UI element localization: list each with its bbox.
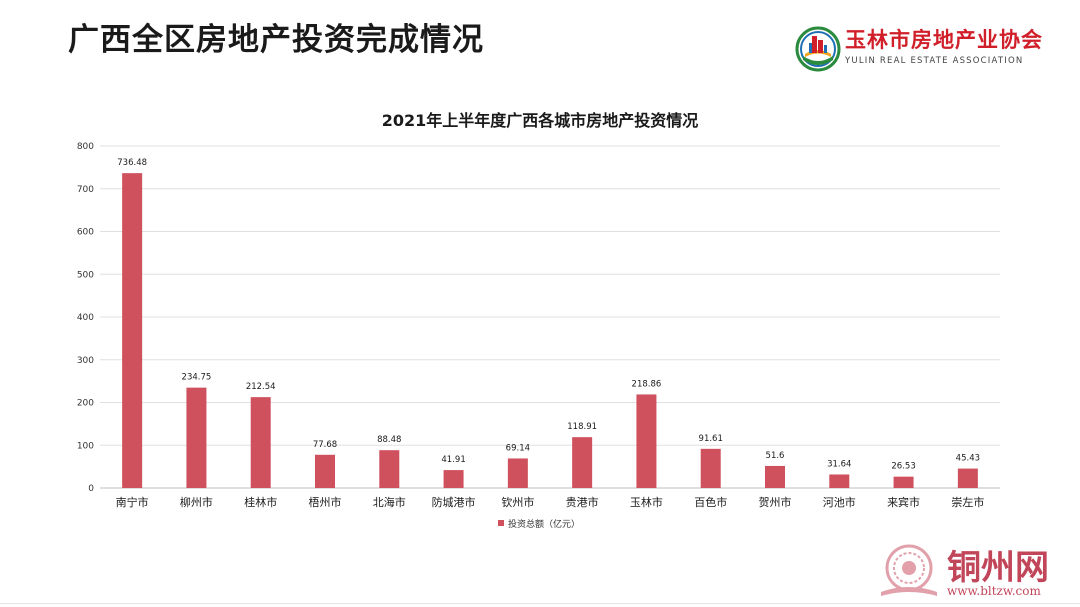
data-label: 118.91 bbox=[567, 422, 597, 432]
bar bbox=[636, 394, 657, 488]
y-tick-label: 0 bbox=[88, 484, 94, 494]
bar bbox=[700, 448, 721, 488]
bar-chart: 2021年上半年度广西各城市房地产投资情况 0 100 200 300 400 500 60… bbox=[77, 111, 1000, 530]
logo-name-en: YULIN REAL ESTATE ASSOCIATION bbox=[845, 56, 1024, 66]
bar bbox=[957, 468, 978, 488]
bar bbox=[765, 465, 785, 488]
x-tick-label: 柳州市 bbox=[180, 495, 213, 509]
legend-swatch bbox=[498, 520, 504, 526]
y-tick-label: 800 bbox=[77, 142, 94, 152]
data-label: 31.64 bbox=[827, 459, 851, 469]
association-logo: 玉林市房地产业协会 YULIN REAL ESTATE ASSOCIATION bbox=[795, 24, 1042, 76]
x-tick-label: 崇左市 bbox=[951, 495, 984, 509]
watermark-name: 铜州网 bbox=[947, 548, 1049, 588]
bar bbox=[443, 470, 464, 488]
bar bbox=[250, 397, 271, 488]
logo-name-cn: 玉林市房地产业协会 bbox=[845, 27, 1043, 52]
y-tick-label: 600 bbox=[77, 228, 94, 238]
footer-divider bbox=[0, 603, 1080, 604]
legend-label: 投资总额（亿元） bbox=[508, 518, 580, 530]
watermark-seal-icon bbox=[881, 544, 937, 596]
y-axis-ticks: 0 100 200 300 400 500 600 700 800 bbox=[77, 142, 94, 494]
data-label: 69.14 bbox=[506, 443, 530, 453]
x-tick-label: 来宾市 bbox=[887, 495, 920, 509]
logo-emblem-icon bbox=[795, 26, 841, 72]
watermark: 铜州网 www.bltzw.com bbox=[875, 540, 1075, 602]
data-label: 88.48 bbox=[377, 435, 401, 445]
x-tick-label: 百色市 bbox=[694, 495, 727, 509]
bars bbox=[122, 173, 978, 489]
x-tick-label: 贵港市 bbox=[566, 495, 599, 509]
legend: 投资总额（亿元） bbox=[498, 518, 580, 530]
y-tick-label: 200 bbox=[77, 399, 94, 409]
data-label: 234.75 bbox=[182, 373, 212, 383]
bar bbox=[379, 450, 400, 488]
bar bbox=[572, 437, 593, 488]
watermark-url: www.bltzw.com bbox=[947, 584, 1041, 598]
page-title: 广西全区房地产投资完成情况 bbox=[68, 22, 484, 58]
gridlines bbox=[100, 145, 1000, 489]
x-tick-label: 钦州市 bbox=[501, 495, 534, 509]
data-label: 26.53 bbox=[891, 462, 915, 472]
data-labels: 736.48 234.75 212.54 77.68 88.48 41.91 69.14 11… bbox=[117, 158, 980, 472]
x-tick-label: 贺州市 bbox=[759, 495, 792, 509]
chart-title: 2021年上半年度广西各城市房地产投资情况 bbox=[382, 111, 699, 130]
data-label: 91.61 bbox=[699, 434, 723, 444]
data-label: 41.91 bbox=[441, 455, 465, 465]
x-tick-label: 桂林市 bbox=[244, 495, 277, 509]
x-tick-label: 梧州市 bbox=[309, 495, 342, 509]
x-tick-label: 玉林市 bbox=[630, 495, 663, 509]
y-tick-label: 300 bbox=[77, 356, 94, 366]
y-tick-label: 500 bbox=[77, 270, 94, 280]
bar bbox=[315, 454, 335, 488]
x-tick-label: 北海市 bbox=[373, 495, 406, 509]
bar bbox=[186, 387, 207, 488]
bar bbox=[122, 173, 143, 489]
data-label: 212.54 bbox=[246, 382, 276, 392]
x-tick-label: 南宁市 bbox=[116, 495, 149, 509]
y-tick-label: 100 bbox=[77, 441, 94, 451]
data-label: 51.6 bbox=[766, 451, 785, 461]
data-label: 45.43 bbox=[956, 454, 980, 464]
y-tick-label: 400 bbox=[77, 313, 94, 323]
data-label: 736.48 bbox=[117, 158, 147, 168]
x-tick-label: 河池市 bbox=[823, 495, 856, 509]
x-axis-ticks: 南宁市 柳州市 桂林市 梧州市 北海市 防城港市 钦州市 贵港市 玉林市 百色市 贺州市 河池市 来宾市… bbox=[116, 495, 985, 509]
y-tick-label: 700 bbox=[77, 185, 94, 195]
data-label: 77.68 bbox=[313, 440, 337, 450]
x-tick-label: 防城港市 bbox=[432, 495, 476, 509]
data-label: 218.86 bbox=[632, 379, 662, 389]
bar bbox=[507, 458, 528, 488]
bar bbox=[829, 474, 850, 488]
bar bbox=[893, 476, 914, 488]
